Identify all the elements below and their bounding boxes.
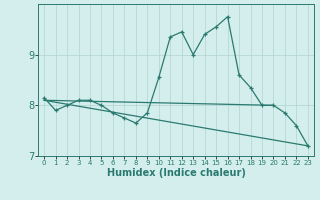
X-axis label: Humidex (Indice chaleur): Humidex (Indice chaleur) xyxy=(107,168,245,178)
